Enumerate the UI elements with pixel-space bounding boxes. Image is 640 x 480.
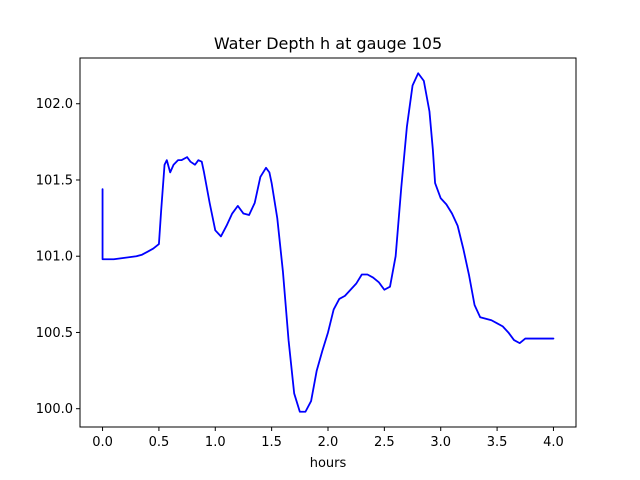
x-tick-label: 0.0 (92, 435, 113, 450)
y-tick-label: 100.0 (36, 402, 73, 417)
water-depth-line (101, 72, 555, 413)
x-tick-label: 2.5 (374, 435, 395, 450)
x-tick-label: 1.5 (261, 435, 282, 450)
x-axis-label: hours (310, 456, 347, 471)
x-tick-label: 3.0 (430, 435, 451, 450)
plot-area-frame (79, 57, 577, 428)
y-tick-label: 101.0 (36, 250, 73, 265)
x-tick-label: 4.0 (543, 435, 564, 450)
x-tick-label: 2.0 (318, 435, 339, 450)
x-tick-label: 1.0 (205, 435, 226, 450)
x-axis: 0.0 0.5 1.0 1.5 2.0 2.5 3.0 3.5 4.0 (92, 427, 564, 450)
y-tick-label: 100.5 (36, 326, 73, 341)
y-tick-label: 101.5 (36, 173, 73, 188)
chart-title: Water Depth h at gauge 105 (214, 34, 442, 53)
x-tick-label: 0.5 (149, 435, 170, 450)
y-axis: 100.0 100.5 101.0 101.5 102.0 (36, 97, 80, 417)
y-tick-label: 102.0 (36, 97, 73, 112)
x-tick-label: 3.5 (487, 435, 508, 450)
